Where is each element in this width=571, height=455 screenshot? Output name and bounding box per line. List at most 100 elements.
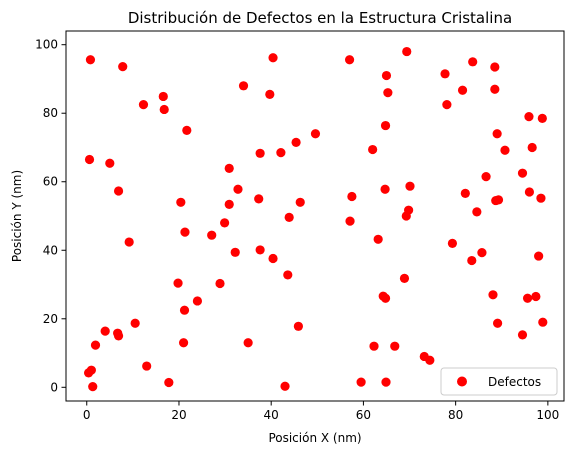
legend: Defectos xyxy=(440,367,558,396)
data-point-1 xyxy=(118,62,128,72)
data-point-22 xyxy=(492,129,502,139)
y-tick-label: 60 xyxy=(43,175,58,189)
data-point-92 xyxy=(425,355,435,365)
data-point-64 xyxy=(467,255,477,266)
data-point-39 xyxy=(254,194,264,204)
data-point-84 xyxy=(538,317,548,327)
data-point-63 xyxy=(447,238,458,249)
data-point-76 xyxy=(531,291,541,302)
data-point-8 xyxy=(268,53,278,63)
data-point-68 xyxy=(215,278,225,289)
data-point-11 xyxy=(383,88,393,98)
x-axis-ticks: 0 20 40 60 80 100 xyxy=(83,401,559,422)
y-tick-label: 80 xyxy=(43,106,58,120)
data-point-5 xyxy=(182,125,192,135)
data-point-97 xyxy=(280,381,290,391)
data-point-42 xyxy=(220,218,230,228)
data-point-98 xyxy=(356,377,366,387)
data-point-77 xyxy=(100,326,110,336)
data-point-61 xyxy=(283,270,293,280)
data-point-89 xyxy=(369,341,379,351)
legend-label: Defectos xyxy=(488,375,541,389)
data-point-12 xyxy=(380,120,391,131)
data-point-52 xyxy=(481,172,491,182)
data-point-27 xyxy=(105,158,115,168)
data-point-21 xyxy=(537,113,547,123)
data-point-15 xyxy=(442,100,452,110)
y-tick-label: 40 xyxy=(43,243,58,257)
x-tick-label: 100 xyxy=(536,408,559,422)
data-point-35 xyxy=(176,197,186,207)
x-tick-label: 80 xyxy=(448,408,463,422)
legend-marker xyxy=(457,376,467,387)
data-point-54 xyxy=(493,195,504,205)
data-point-14 xyxy=(440,69,450,79)
x-tick-label: 60 xyxy=(356,408,371,422)
data-point-25 xyxy=(517,168,528,178)
data-point-71 xyxy=(192,296,203,306)
data-point-37 xyxy=(224,199,234,209)
data-point-30 xyxy=(255,148,265,158)
x-tick-label: 0 xyxy=(83,408,91,422)
data-point-82 xyxy=(493,318,503,328)
data-point-40 xyxy=(295,197,305,207)
y-tick-label: 100 xyxy=(35,38,58,52)
x-tick-label: 40 xyxy=(264,408,279,422)
data-point-4 xyxy=(159,104,169,115)
data-point-10 xyxy=(381,70,392,81)
legend-box xyxy=(440,367,558,396)
data-point-95 xyxy=(88,382,98,392)
data-point-74 xyxy=(488,290,498,300)
plot-frame xyxy=(65,30,565,402)
data-point-9 xyxy=(344,55,355,65)
data-point-32 xyxy=(291,137,301,147)
data-point-62 xyxy=(373,234,383,244)
data-point-73 xyxy=(380,293,391,303)
y-tick-label: 20 xyxy=(43,312,58,326)
data-point-34 xyxy=(368,144,378,155)
data-point-6 xyxy=(238,81,249,91)
data-point-26 xyxy=(84,154,95,165)
x-tick-label: 20 xyxy=(171,408,186,422)
data-point-28 xyxy=(113,186,124,196)
data-point-43 xyxy=(284,212,294,222)
data-point-0 xyxy=(85,55,96,65)
data-point-69 xyxy=(399,273,410,283)
data-point-80 xyxy=(130,318,140,328)
data-point-50 xyxy=(460,188,470,198)
data-point-20 xyxy=(524,112,534,122)
data-point-17 xyxy=(468,57,478,67)
data-point-58 xyxy=(230,247,240,257)
data-point-18 xyxy=(490,62,500,72)
data-point-46 xyxy=(380,184,390,194)
data-point-96 xyxy=(164,377,174,388)
data-point-45 xyxy=(345,216,355,226)
y-axis-label: Posición Y (nm) xyxy=(10,170,24,262)
data-point-44 xyxy=(347,191,357,202)
x-axis-label: Posición X (nm) xyxy=(268,431,361,445)
data-point-66 xyxy=(534,251,544,261)
y-tick-label: 0 xyxy=(50,380,58,394)
data-point-59 xyxy=(255,245,265,255)
data-point-60 xyxy=(268,253,278,264)
data-point-83 xyxy=(517,330,528,340)
data-point-47 xyxy=(405,181,415,191)
data-point-2 xyxy=(158,91,168,102)
data-point-87 xyxy=(178,338,189,348)
data-point-88 xyxy=(243,338,253,348)
data-point-81 xyxy=(293,321,303,331)
data-point-33 xyxy=(310,129,321,139)
points-layer xyxy=(83,46,548,392)
data-point-29 xyxy=(224,163,234,173)
data-point-90 xyxy=(390,341,400,351)
data-point-16 xyxy=(457,85,468,95)
data-point-7 xyxy=(265,89,275,99)
data-point-85 xyxy=(90,340,101,350)
data-point-56 xyxy=(536,193,546,203)
data-point-86 xyxy=(142,361,152,371)
data-point-38 xyxy=(233,184,243,194)
data-point-41 xyxy=(207,230,217,240)
data-point-51 xyxy=(472,207,482,217)
data-point-79 xyxy=(113,331,124,341)
